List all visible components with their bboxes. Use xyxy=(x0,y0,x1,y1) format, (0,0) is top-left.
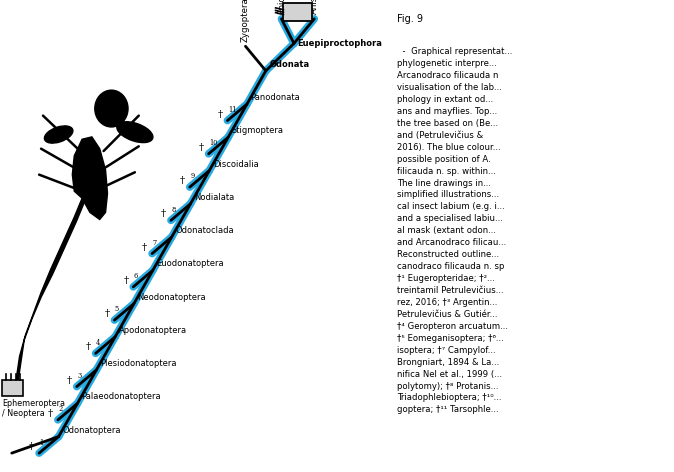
Text: Anisoptera: Anisoptera xyxy=(310,0,319,14)
Text: †: † xyxy=(123,276,129,285)
Text: 11: 11 xyxy=(228,106,237,114)
Text: 2: 2 xyxy=(59,405,63,413)
Polygon shape xyxy=(16,198,84,385)
Ellipse shape xyxy=(117,122,153,143)
Bar xyxy=(283,3,311,21)
Text: Palaeodonatoptera: Palaeodonatoptera xyxy=(81,392,160,402)
Text: Plesiodonatoptera: Plesiodonatoptera xyxy=(100,359,177,368)
Text: Apodonatoptera: Apodonatoptera xyxy=(119,326,187,335)
Text: 9: 9 xyxy=(190,172,194,180)
Text: Stigmoptera: Stigmoptera xyxy=(232,126,284,135)
Text: Discoidalia: Discoidalia xyxy=(213,160,259,169)
Text: †: † xyxy=(86,343,91,352)
Text: 3: 3 xyxy=(77,372,82,380)
Text: †: † xyxy=(161,210,166,219)
Text: 4: 4 xyxy=(96,339,100,347)
Text: †: † xyxy=(218,110,222,118)
Text: 6: 6 xyxy=(133,272,138,280)
Text: †: † xyxy=(142,243,148,252)
Text: Nodialata: Nodialata xyxy=(194,193,235,202)
Text: †: † xyxy=(104,309,110,318)
Bar xyxy=(2,380,24,396)
Text: †: † xyxy=(67,376,72,385)
Text: 8: 8 xyxy=(171,206,176,214)
Text: Odonatoptera: Odonatoptera xyxy=(62,426,121,435)
Text: †: † xyxy=(180,176,185,185)
Text: 7: 7 xyxy=(152,239,156,247)
Text: -  Graphical representat...
phylogenetic interpre...
Arcanodraco filicauda n
vis: - Graphical representat... phylogenetic … xyxy=(396,47,512,414)
Text: 10: 10 xyxy=(209,139,218,147)
Text: 1: 1 xyxy=(40,438,44,447)
Text: Zygoptera: Zygoptera xyxy=(241,0,250,42)
Text: Fig. 9: Fig. 9 xyxy=(396,14,423,24)
Text: Odonatoclada: Odonatoclada xyxy=(175,226,234,235)
Text: †: † xyxy=(29,442,34,451)
Ellipse shape xyxy=(95,90,128,127)
Ellipse shape xyxy=(44,126,73,143)
Text: Neodonatoptera: Neodonatoptera xyxy=(137,293,206,302)
Text: Euepiproctophora: Euepiproctophora xyxy=(297,39,382,48)
Text: †: † xyxy=(199,143,204,152)
Text: Epiophlebia: Epiophlebia xyxy=(277,0,286,14)
Text: Odonata: Odonata xyxy=(270,60,309,69)
Text: Panodonata: Panodonata xyxy=(251,93,300,102)
Text: 5: 5 xyxy=(115,305,119,313)
Text: †: † xyxy=(48,409,53,418)
Polygon shape xyxy=(72,137,108,219)
Text: Ephemeroptera
/ Neoptera: Ephemeroptera / Neoptera xyxy=(2,399,65,418)
Text: Euodonatoptera: Euodonatoptera xyxy=(156,260,224,269)
